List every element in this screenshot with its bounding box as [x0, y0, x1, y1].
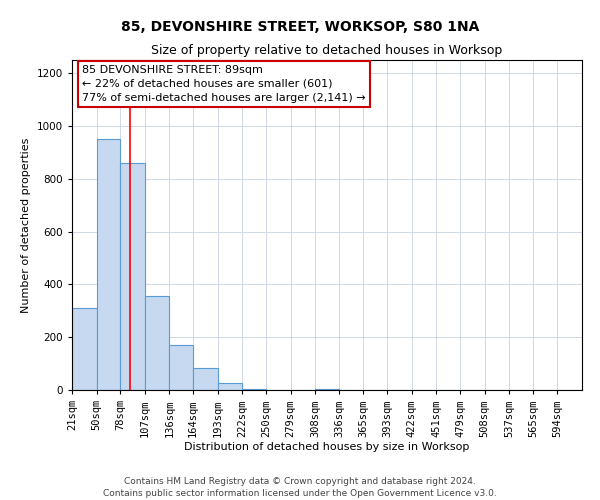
- Text: Contains HM Land Registry data © Crown copyright and database right 2024.
Contai: Contains HM Land Registry data © Crown c…: [103, 476, 497, 498]
- Title: Size of property relative to detached houses in Worksop: Size of property relative to detached ho…: [151, 44, 503, 58]
- Bar: [242, 388, 266, 390]
- Bar: [120, 163, 145, 390]
- X-axis label: Distribution of detached houses by size in Worksop: Distribution of detached houses by size …: [184, 442, 470, 452]
- Bar: [218, 384, 242, 390]
- Bar: [193, 368, 218, 390]
- Text: 85, DEVONSHIRE STREET, WORKSOP, S80 1NA: 85, DEVONSHIRE STREET, WORKSOP, S80 1NA: [121, 20, 479, 34]
- Y-axis label: Number of detached properties: Number of detached properties: [21, 138, 31, 312]
- Bar: [72, 308, 97, 390]
- Bar: [169, 345, 193, 390]
- Bar: [315, 388, 339, 390]
- Bar: [145, 296, 169, 390]
- Text: 85 DEVONSHIRE STREET: 89sqm
← 22% of detached houses are smaller (601)
77% of se: 85 DEVONSHIRE STREET: 89sqm ← 22% of det…: [82, 65, 366, 103]
- Bar: [97, 139, 120, 390]
